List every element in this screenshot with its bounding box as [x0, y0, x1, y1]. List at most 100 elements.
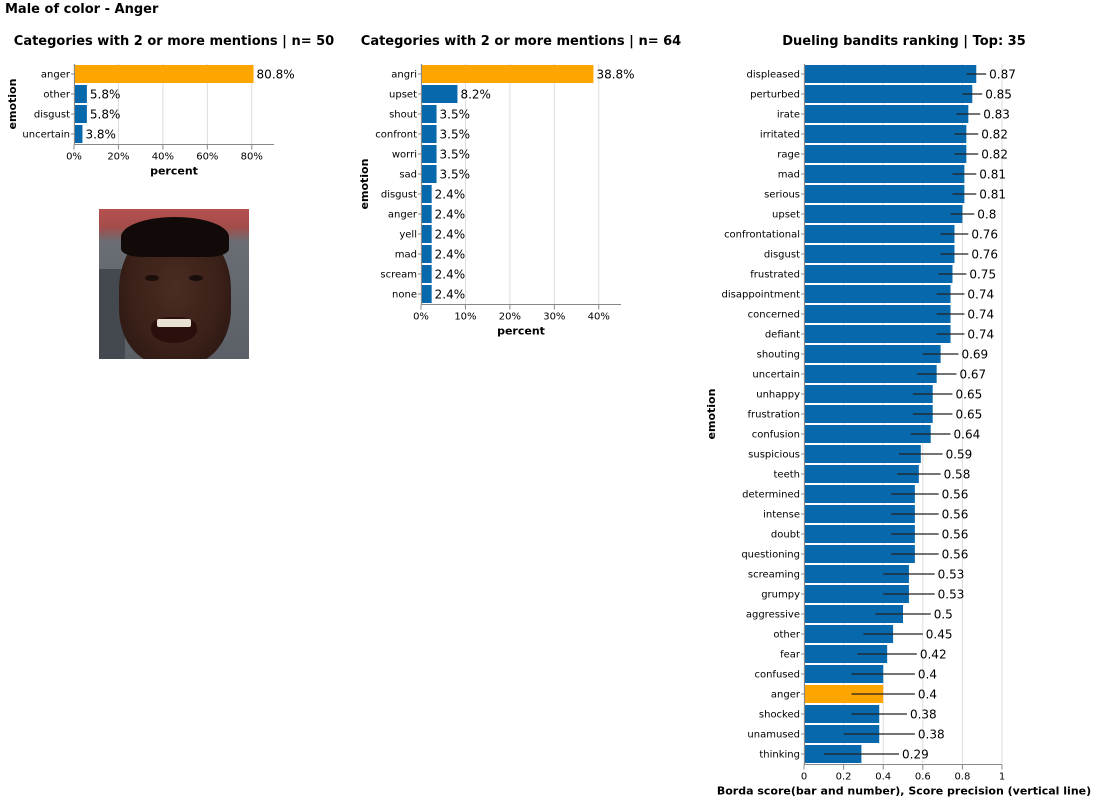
category-label: screaming: [748, 570, 800, 581]
category-label: uncertain: [22, 130, 70, 141]
x-tick-label: 1: [999, 772, 1005, 783]
value-label: 0.56: [942, 488, 969, 502]
category-label: other: [773, 630, 801, 641]
chart-mentions-n64: Categories with 2 or more mentions | n= …: [358, 34, 681, 338]
bar-disappointment: [804, 285, 951, 303]
chart-title: Dueling bandits ranking | Top: 35: [782, 34, 1026, 49]
x-tick-label: 60%: [196, 152, 218, 163]
value-label: 0.81: [979, 188, 1006, 202]
page-title: Male of color - Anger: [5, 2, 159, 17]
category-label: confrontational: [724, 230, 800, 241]
face-hair: [121, 217, 229, 257]
category-label: angri: [391, 70, 417, 81]
face-photo: [99, 209, 249, 359]
category-label: confusion: [752, 430, 800, 441]
value-label: 0.67: [959, 368, 986, 382]
bar-anger: [421, 205, 432, 223]
value-label: 0.56: [942, 508, 969, 522]
bar-shout: [421, 105, 437, 123]
bar-frustrated: [804, 265, 953, 283]
category-label: confront: [375, 130, 417, 141]
value-label: 0.87: [989, 68, 1016, 82]
x-tick-label: 40%: [588, 312, 610, 323]
value-label: 2.4%: [435, 228, 466, 242]
value-label: 0.38: [918, 728, 945, 742]
category-label: suspicious: [748, 450, 800, 461]
face-left-eye: [145, 275, 159, 281]
y-axis-title: emotion: [6, 79, 19, 130]
value-label: 2.4%: [435, 288, 466, 302]
value-label: 2.4%: [435, 208, 466, 222]
x-tick-label: 20%: [499, 312, 521, 323]
category-label: rage: [777, 150, 800, 161]
x-axis-title: percent: [150, 165, 198, 178]
value-label: 0.75: [969, 268, 996, 282]
bar-uncertain: [804, 365, 937, 383]
bar-disgust: [74, 105, 87, 123]
category-label: shocked: [759, 710, 800, 721]
value-label: 0.65: [956, 388, 983, 402]
value-label: 8.2%: [460, 88, 491, 102]
bar-sad: [421, 165, 437, 183]
value-label: 2.4%: [435, 268, 466, 282]
bar-fear: [804, 645, 888, 663]
chart-mentions-n50: Categories with 2 or more mentions | n= …: [6, 34, 334, 178]
bar-rage: [804, 145, 967, 163]
bar-worri: [421, 145, 437, 163]
x-tick-label: 10%: [454, 312, 476, 323]
value-label: 0.76: [971, 228, 998, 242]
category-label: doubt: [771, 530, 800, 541]
bar-teeth: [804, 465, 919, 483]
value-label: 5.8%: [90, 88, 121, 102]
bar-perturbed: [804, 85, 973, 103]
x-tick-label: 0.4: [875, 772, 891, 783]
value-label: 0.4: [918, 668, 937, 682]
bar-mad: [804, 165, 965, 183]
category-label: worri: [392, 150, 417, 161]
value-label: 0.74: [967, 288, 994, 302]
bar-defiant: [804, 325, 951, 343]
bar-serious: [804, 185, 965, 203]
value-label: 80.8%: [257, 68, 295, 82]
category-label: grumpy: [761, 590, 800, 601]
category-label: shout: [389, 110, 417, 121]
x-tick-label: 0%: [413, 312, 429, 323]
bar-confrontational: [804, 225, 955, 243]
value-label: 2.4%: [435, 248, 466, 262]
category-label: mad: [395, 250, 417, 261]
bar-concerned: [804, 305, 951, 323]
category-label: upset: [772, 210, 800, 221]
value-label: 38.8%: [596, 68, 634, 82]
bar-grumpy: [804, 585, 909, 603]
category-label: yell: [399, 230, 417, 241]
category-label: aggressive: [746, 610, 800, 621]
bar-irate: [804, 105, 969, 123]
value-label: 3.5%: [440, 108, 471, 122]
bar-confusion: [804, 425, 931, 443]
value-label: 5.8%: [90, 108, 121, 122]
y-axis-title: emotion: [705, 389, 718, 440]
x-tick-label: 40%: [152, 152, 174, 163]
value-label: 0.82: [981, 148, 1008, 162]
value-label: 0.42: [920, 648, 947, 662]
value-label: 3.5%: [440, 128, 471, 142]
x-axis-title: Borda score(bar and number), Score preci…: [717, 785, 1091, 798]
category-label: anger: [388, 210, 418, 221]
bar-mad: [421, 245, 432, 263]
value-label: 0.69: [961, 348, 988, 362]
bar-upset: [421, 85, 458, 103]
category-label: perturbed: [750, 90, 800, 101]
bar-unamused: [804, 725, 880, 743]
category-label: irate: [777, 110, 800, 121]
value-label: 3.5%: [440, 168, 471, 182]
category-label: fear: [780, 650, 801, 661]
x-tick-label: 0%: [66, 152, 82, 163]
chart-title: Categories with 2 or more mentions | n= …: [361, 34, 681, 49]
category-label: upset: [389, 90, 417, 101]
bar-determined: [804, 485, 915, 503]
value-label: 0.64: [954, 428, 981, 442]
x-tick-label: 0.8: [954, 772, 970, 783]
value-label: 0.65: [956, 408, 983, 422]
bar-confused: [804, 665, 884, 683]
value-label: 0.56: [942, 528, 969, 542]
